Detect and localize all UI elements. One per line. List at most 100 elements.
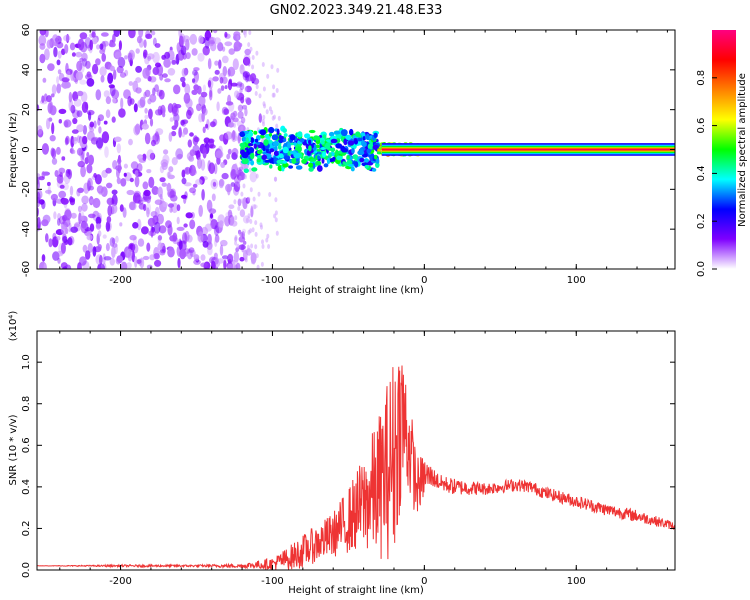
heatmap-cell (282, 128, 288, 133)
heatmap-cell (153, 221, 161, 234)
heatmap-cell (119, 222, 123, 227)
heatmap-cell (295, 165, 303, 170)
heatmap-cell (221, 255, 229, 260)
heatmap-cell (267, 139, 273, 144)
snr-xlabel: Height of straight line (km) (288, 585, 424, 596)
heatmap-cell (230, 82, 238, 87)
x-tick-label: -200 (109, 576, 132, 587)
heatmap-cell (250, 160, 255, 166)
heatmap-cell (245, 217, 249, 223)
heatmap-cell (99, 254, 103, 265)
heatmap-cell (366, 148, 372, 154)
heatmap-cell (207, 58, 212, 70)
heatmap-cell (98, 126, 102, 134)
heatmap-cell (178, 127, 182, 138)
heatmap-cell (189, 187, 197, 194)
heatmap-cell (193, 136, 200, 143)
heatmap-cell (138, 203, 145, 210)
heatmap-cell (249, 171, 257, 183)
heatmap-cell (58, 190, 67, 199)
heatmap-cell (152, 87, 156, 96)
heatmap-cell (255, 253, 259, 259)
heatmap-cell (281, 168, 285, 172)
heatmap-cell (367, 143, 374, 150)
heatmap-cell (255, 84, 259, 90)
heatmap-cell (180, 45, 187, 56)
heatmap-cell (185, 52, 191, 60)
heatmap-cell (56, 59, 61, 66)
heatmap-cell (65, 169, 71, 178)
heatmap-cell (109, 65, 115, 72)
heatmap-cell (249, 46, 253, 52)
heatmap-cell (152, 66, 160, 76)
heatmap-cell (141, 226, 149, 235)
heatmap-cell (207, 233, 212, 245)
heatmap-cell (260, 224, 263, 230)
y-tick-label: -60 (21, 261, 32, 277)
heatmap-cell (103, 90, 110, 98)
heatmap-cell (208, 162, 215, 174)
heatmap-cell (234, 179, 238, 185)
heatmap-cell (177, 257, 181, 269)
heatmap-cell (308, 167, 314, 172)
heatmap-cell (212, 181, 217, 187)
heatmap-cell (129, 234, 137, 241)
heatmap-cell (224, 41, 233, 47)
heatmap-cell (308, 162, 314, 168)
heatmap-cell (198, 231, 204, 243)
heatmap-cell (99, 66, 107, 77)
heatmap-cell (71, 52, 76, 57)
heatmap-cell (289, 150, 297, 155)
heatmap-cell (105, 167, 112, 174)
heatmap-cell (58, 119, 62, 124)
heatmap-cell (44, 30, 49, 38)
heatmap-cell (348, 164, 355, 167)
heatmap-cell (181, 68, 187, 77)
heatmap-cell (244, 130, 249, 135)
heatmap-cell (201, 189, 205, 201)
y-tick-label: 0.4 (21, 479, 32, 495)
heatmap-cell (142, 181, 149, 190)
heatmap-cell (37, 176, 40, 185)
heatmap-cell (189, 219, 196, 230)
heatmap-cell (275, 123, 279, 129)
heatmap-cell (70, 212, 77, 219)
heatmap-cell (85, 60, 91, 69)
heatmap-cell (50, 193, 59, 201)
heatmap-cell (64, 209, 72, 221)
heatmap-cell (245, 97, 251, 104)
heatmap-cell (62, 183, 69, 191)
heatmap-cell (356, 137, 363, 142)
heatmap-cell (144, 89, 151, 98)
heatmap-cell (37, 216, 41, 229)
heatmap-cell (68, 91, 73, 103)
heatmap-cell (258, 113, 262, 123)
heatmap-cell (205, 123, 209, 129)
heatmap-cell (167, 246, 175, 258)
heatmap-cell (308, 139, 312, 145)
heatmap-cell (56, 235, 61, 241)
heatmap-cell (263, 139, 269, 146)
heatmap-cell (337, 150, 343, 154)
heatmap-cell (211, 260, 216, 269)
heatmap-cell (106, 182, 113, 189)
heatmap-cell (95, 216, 102, 225)
heatmap-cell (373, 132, 378, 138)
heatmap-cell (227, 254, 234, 261)
heatmap-cell (342, 161, 346, 165)
heatmap-cell (181, 131, 185, 138)
heatmap-cell (149, 152, 156, 160)
heatmap-cell (204, 36, 210, 49)
heatmap-cell (371, 168, 377, 172)
heatmap-cell (183, 182, 192, 187)
heatmap-cell (291, 158, 297, 164)
heatmap-cell (101, 32, 109, 37)
heatmap-cell (154, 84, 160, 92)
heatmap-cell (316, 165, 323, 172)
heatmap-cell (161, 161, 168, 171)
heatmap-cell (168, 203, 174, 208)
heatmap-cell (195, 178, 203, 185)
heatmap-cell (261, 62, 265, 67)
heatmap-cell (43, 263, 47, 269)
